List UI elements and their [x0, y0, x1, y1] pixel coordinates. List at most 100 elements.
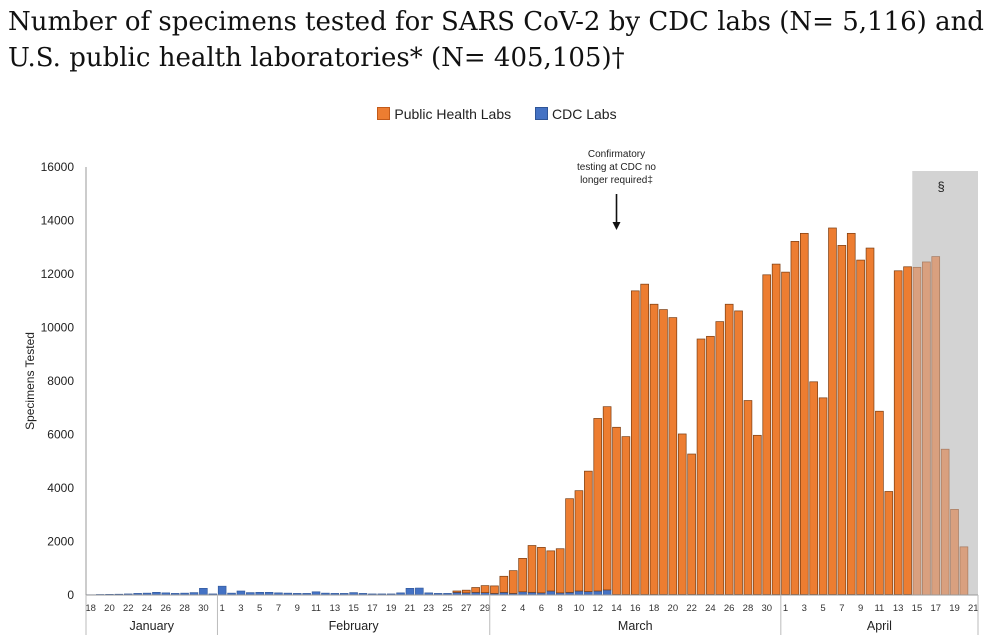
bar-public-health — [856, 259, 865, 595]
shaded-region-mark: § — [938, 179, 945, 194]
bar-public-health — [584, 470, 593, 592]
annotations: Confirmatory testing at CDC no longer requ… — [577, 149, 945, 230]
x-tick-label: 21 — [968, 603, 979, 614]
bar-public-health — [884, 491, 894, 595]
bar-public-health — [959, 546, 969, 596]
bar-public-health — [865, 247, 875, 595]
x-tick-label: 1 — [783, 603, 788, 614]
x-tick-label: 11 — [311, 603, 321, 614]
bar-public-health — [490, 585, 499, 594]
bar-public-health — [640, 283, 649, 595]
bar-public-health — [940, 448, 950, 596]
x-tick-label: 5 — [820, 603, 825, 614]
bar-public-health — [499, 575, 509, 593]
bar-public-health — [659, 309, 668, 595]
y-tick-label: 12000 — [41, 267, 75, 281]
x-tick-label: 28 — [179, 603, 190, 614]
x-tick-label: 7 — [839, 603, 844, 614]
bar-public-health — [574, 490, 584, 592]
x-tick-label: 15 — [348, 603, 359, 614]
bar-public-health — [846, 232, 856, 595]
bar-public-health — [621, 436, 631, 595]
bar-public-health — [809, 381, 818, 595]
x-tick-label: 24 — [705, 603, 716, 614]
bar-public-health — [950, 509, 959, 596]
bar-cdc — [602, 589, 612, 596]
bars — [86, 227, 969, 596]
y-tick-label: 10000 — [41, 321, 75, 335]
bar-public-health — [837, 245, 847, 595]
bar-public-health — [527, 545, 537, 593]
bar-cdc — [236, 590, 246, 596]
bar-cdc — [593, 590, 602, 596]
bar-cdc — [584, 591, 593, 596]
bar-public-health — [912, 266, 922, 596]
x-tick-label: 25 — [442, 603, 453, 614]
x-tick-label: 4 — [520, 603, 525, 614]
y-tick-label: 2000 — [47, 535, 74, 549]
bar-public-health — [743, 400, 753, 595]
bar-cdc — [574, 590, 584, 596]
chart-title-line-2: U.S. public health laboratories* (N= 405… — [8, 43, 625, 73]
bar-public-health — [518, 558, 527, 593]
annotation-text-line: Confirmatory — [588, 149, 645, 160]
x-tick-label: 6 — [539, 603, 544, 614]
bar-public-health — [922, 261, 931, 596]
bar-public-health — [781, 271, 790, 595]
x-tick-label: 17 — [930, 603, 941, 614]
x-tick-label: 9 — [295, 603, 300, 614]
legend-item-cdc: CDC Labs — [535, 106, 617, 122]
bar-public-health — [800, 232, 809, 595]
bar-public-health — [893, 270, 903, 595]
bar-public-health — [508, 570, 518, 594]
legend-swatch-cdc — [535, 107, 549, 121]
x-tick-label: 13 — [893, 603, 904, 614]
bar-public-health — [706, 335, 715, 595]
y-tick-label: 14000 — [41, 214, 75, 228]
bar-public-health — [903, 266, 912, 595]
bar-public-health — [818, 397, 828, 595]
legend-item-public-health: Public Health Labs — [377, 106, 511, 122]
x-tick-label: 1 — [219, 603, 224, 614]
bar-public-health — [875, 410, 884, 595]
x-tick-label: 7 — [276, 603, 281, 614]
x-tick-label: 30 — [198, 603, 209, 614]
annotation-text-line: longer required‡ — [580, 175, 653, 186]
y-tick-label: 0 — [67, 588, 74, 602]
bar-public-health — [734, 310, 743, 595]
y-tick-label: 16000 — [41, 160, 75, 174]
bar-cdc — [199, 588, 208, 596]
bar-public-health — [668, 317, 678, 595]
x-tick-label: 15 — [912, 603, 923, 614]
month-label: February — [329, 619, 380, 633]
x-tick-label: 3 — [802, 603, 807, 614]
bar-public-health — [480, 585, 490, 593]
x-tick-label: 22 — [686, 603, 697, 614]
x-tick-label: 8 — [558, 603, 563, 614]
bar-public-health — [715, 321, 725, 595]
annotation-arrow-head — [612, 222, 621, 230]
bar-cdc — [415, 587, 424, 596]
bar-public-health — [565, 498, 574, 593]
bar-public-health — [762, 274, 772, 595]
bar-public-health — [687, 453, 696, 595]
bar-public-health — [555, 548, 565, 594]
legend-label-cdc: CDC Labs — [552, 106, 617, 123]
x-tick-label: 10 — [574, 603, 585, 614]
x-tick-label: 21 — [405, 603, 416, 614]
bar-public-health — [612, 426, 621, 595]
x-tick-label: 26 — [724, 603, 735, 614]
chart-title: Number of specimens tested for SARS CoV-… — [8, 4, 988, 76]
x-tick-label: 20 — [668, 603, 679, 614]
x-tick-label: 27 — [461, 603, 472, 614]
x-tick-label: 30 — [761, 603, 772, 614]
bar-public-health — [753, 434, 762, 595]
month-label: April — [867, 619, 892, 633]
x-tick-label: 23 — [423, 603, 434, 614]
bar-public-health — [828, 227, 837, 595]
axes: 0 2000 4000 6000 8000 10000 12000 14000 16000 Spe… — [23, 160, 979, 635]
x-tick-label: 11 — [874, 603, 884, 614]
month-label: March — [618, 619, 653, 633]
annotation-text-line: testing at CDC no — [577, 162, 656, 173]
chart-plot: 0 2000 4000 6000 8000 10000 12000 14000 16000 Spe… — [23, 149, 979, 635]
